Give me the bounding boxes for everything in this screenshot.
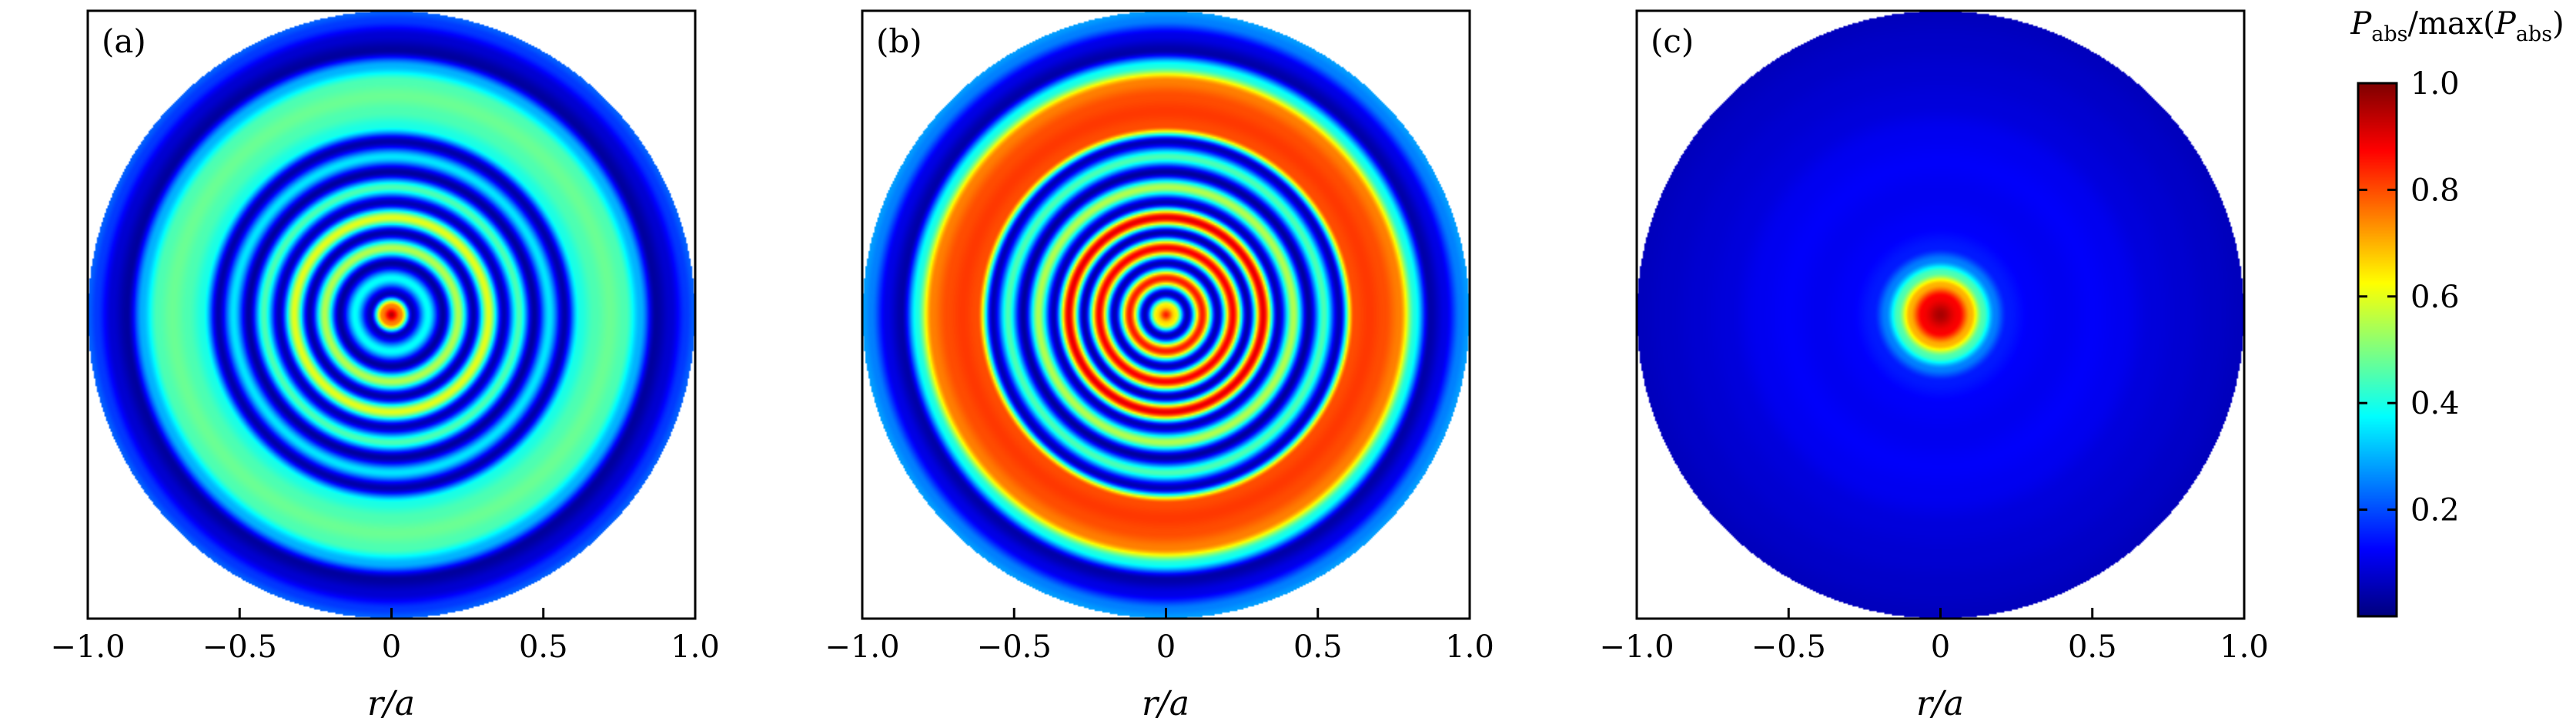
colorbar-tick-label: 0.6 xyxy=(2410,280,2460,315)
colorbar-tick-label: 0.2 xyxy=(2410,493,2460,528)
x-ticks-c: −1.0 −0.5 0 0.5 1.0 xyxy=(1599,608,2269,665)
colorbar-title-sub2: abs xyxy=(2516,22,2552,46)
x-tick-label-a: 0.5 xyxy=(519,629,568,665)
heatmap-c xyxy=(1637,11,2244,619)
x-tick-label-b: 0 xyxy=(1156,629,1176,665)
heatmap-a xyxy=(88,11,695,619)
colorbar-title: Pabs/max(Pabs) xyxy=(2350,6,2564,46)
colorbar-title-sub1: abs xyxy=(2371,22,2407,46)
x-tick-label-a: −0.5 xyxy=(202,629,277,665)
x-ticks-b: −1.0 −0.5 0 0.5 1.0 xyxy=(825,608,1494,665)
panel-label-b: (b) xyxy=(876,22,922,60)
x-tick-label-c: 0.5 xyxy=(2068,629,2117,665)
x-tick-label-b: −0.5 xyxy=(977,629,1052,665)
colorbar-title-p2: P xyxy=(2494,6,2517,42)
x-tick-label-b: 1.0 xyxy=(1445,629,1494,665)
colorbar-title-end: ) xyxy=(2552,6,2564,42)
colorbar-tick-label: 1.0 xyxy=(2410,66,2460,102)
x-tick-label-c: 1.0 xyxy=(2220,629,2269,665)
x-ticks-a: −1.0 −0.5 0 0.5 1.0 xyxy=(50,608,720,665)
panel-c: (c) −1.0 −0.5 0 0.5 1.0 r/a xyxy=(1599,9,2269,723)
panel-a: (a) −1.0 −0.5 0 0.5 1.0 r/a xyxy=(50,9,720,723)
x-tick-label-a: −1.0 xyxy=(50,629,125,665)
x-tick-label-c: 0 xyxy=(1931,629,1950,665)
panel-label-a: (a) xyxy=(102,22,146,60)
x-tick-label-c: −1.0 xyxy=(1599,629,1674,665)
colorbar-tick-label: 0.4 xyxy=(2410,386,2460,421)
x-axis-label-c: r/a xyxy=(1916,684,1964,723)
panel-b: (b) −1.0 −0.5 0 0.5 1.0 r/a xyxy=(825,9,1494,723)
x-axis-label-b: r/a xyxy=(1142,684,1189,723)
colorbar-title-p1: P xyxy=(2350,6,2372,42)
colorbar-ticks: 0.2 0.4 0.6 0.8 1.0 xyxy=(2358,66,2460,528)
heatmap-b xyxy=(862,11,1470,619)
x-tick-label-a: 0 xyxy=(382,629,401,665)
colorbar: Pabs/max(Pabs) 0.20.40.60.81.0 xyxy=(2350,6,2564,618)
colorbar-title-mid: /max( xyxy=(2407,6,2494,42)
colorbar-gradient xyxy=(2358,83,2397,616)
colorbar-frame xyxy=(2357,82,2398,618)
colorbar-tick-label: 0.8 xyxy=(2410,173,2460,208)
x-tick-label-a: 1.0 xyxy=(671,629,720,665)
x-axis-label-a: r/a xyxy=(367,684,415,723)
x-tick-label-b: 0.5 xyxy=(1293,629,1343,665)
x-tick-label-b: −1.0 xyxy=(825,629,899,665)
x-tick-label-c: −0.5 xyxy=(1751,629,1826,665)
panel-label-c: (c) xyxy=(1651,22,1694,60)
